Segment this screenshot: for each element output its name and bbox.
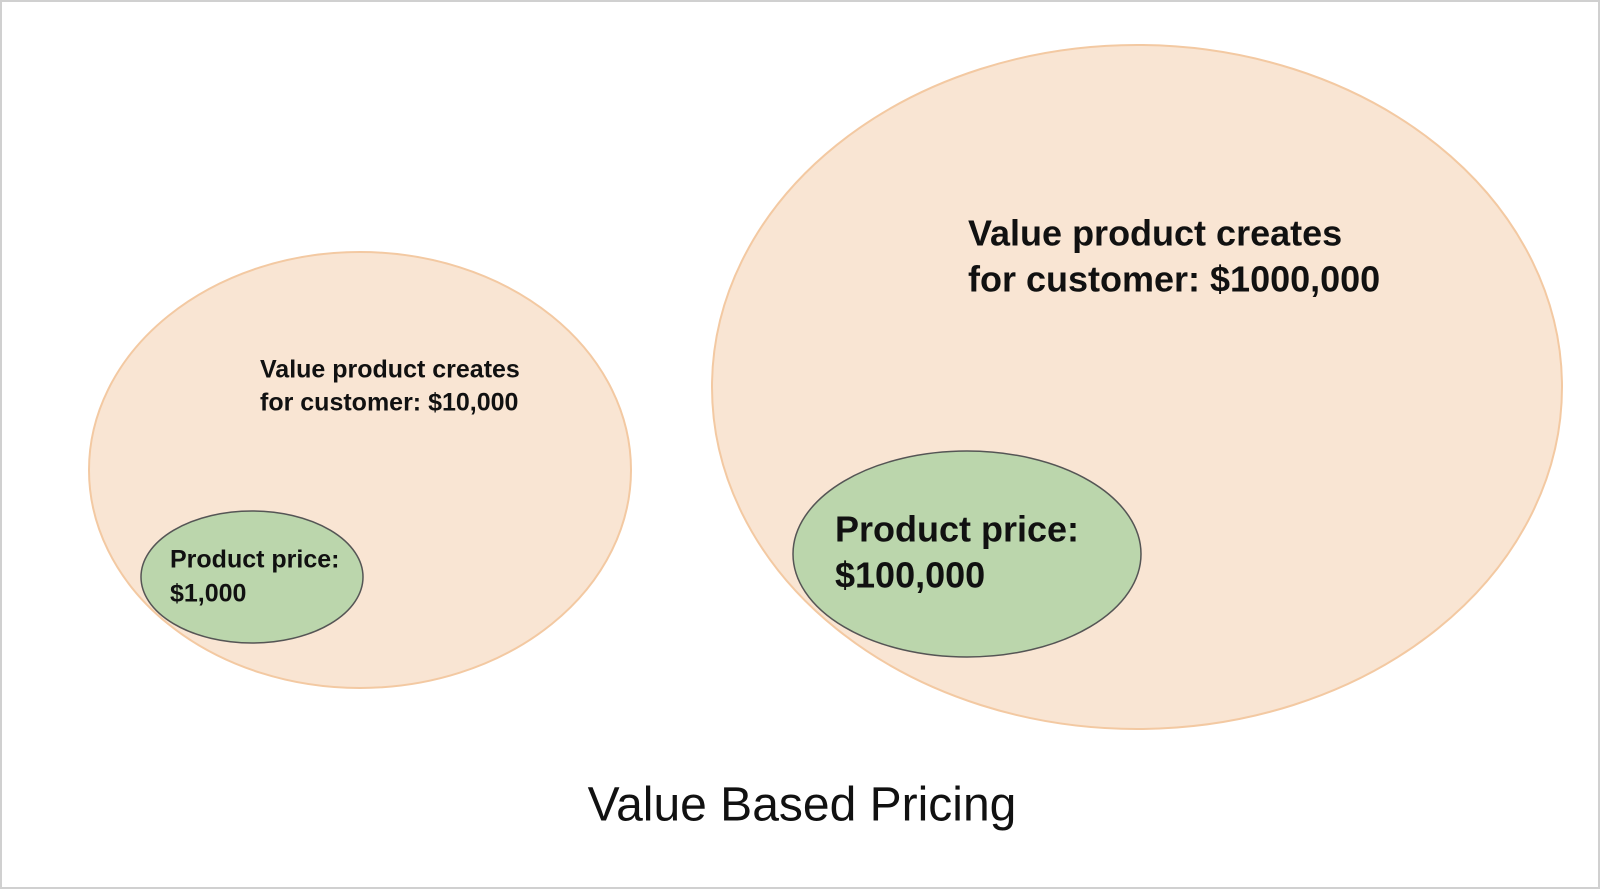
value-label: for customer: $10,000 — [260, 389, 518, 417]
title: Value Based Pricing — [588, 779, 1017, 832]
price-label: $100,000 — [835, 555, 985, 596]
value-ellipse — [88, 251, 632, 689]
price-ellipse — [140, 510, 364, 644]
price-label: Product price: — [835, 509, 1079, 550]
value-label: Value product creates — [968, 213, 1342, 254]
price-label: Product price: — [170, 546, 339, 574]
value-label: for customer: $1000,000 — [968, 259, 1380, 300]
value-ellipse — [711, 44, 1563, 730]
price-ellipse — [792, 450, 1142, 658]
value-label: Value product creates — [260, 356, 520, 384]
price-label: $1,000 — [170, 580, 246, 608]
